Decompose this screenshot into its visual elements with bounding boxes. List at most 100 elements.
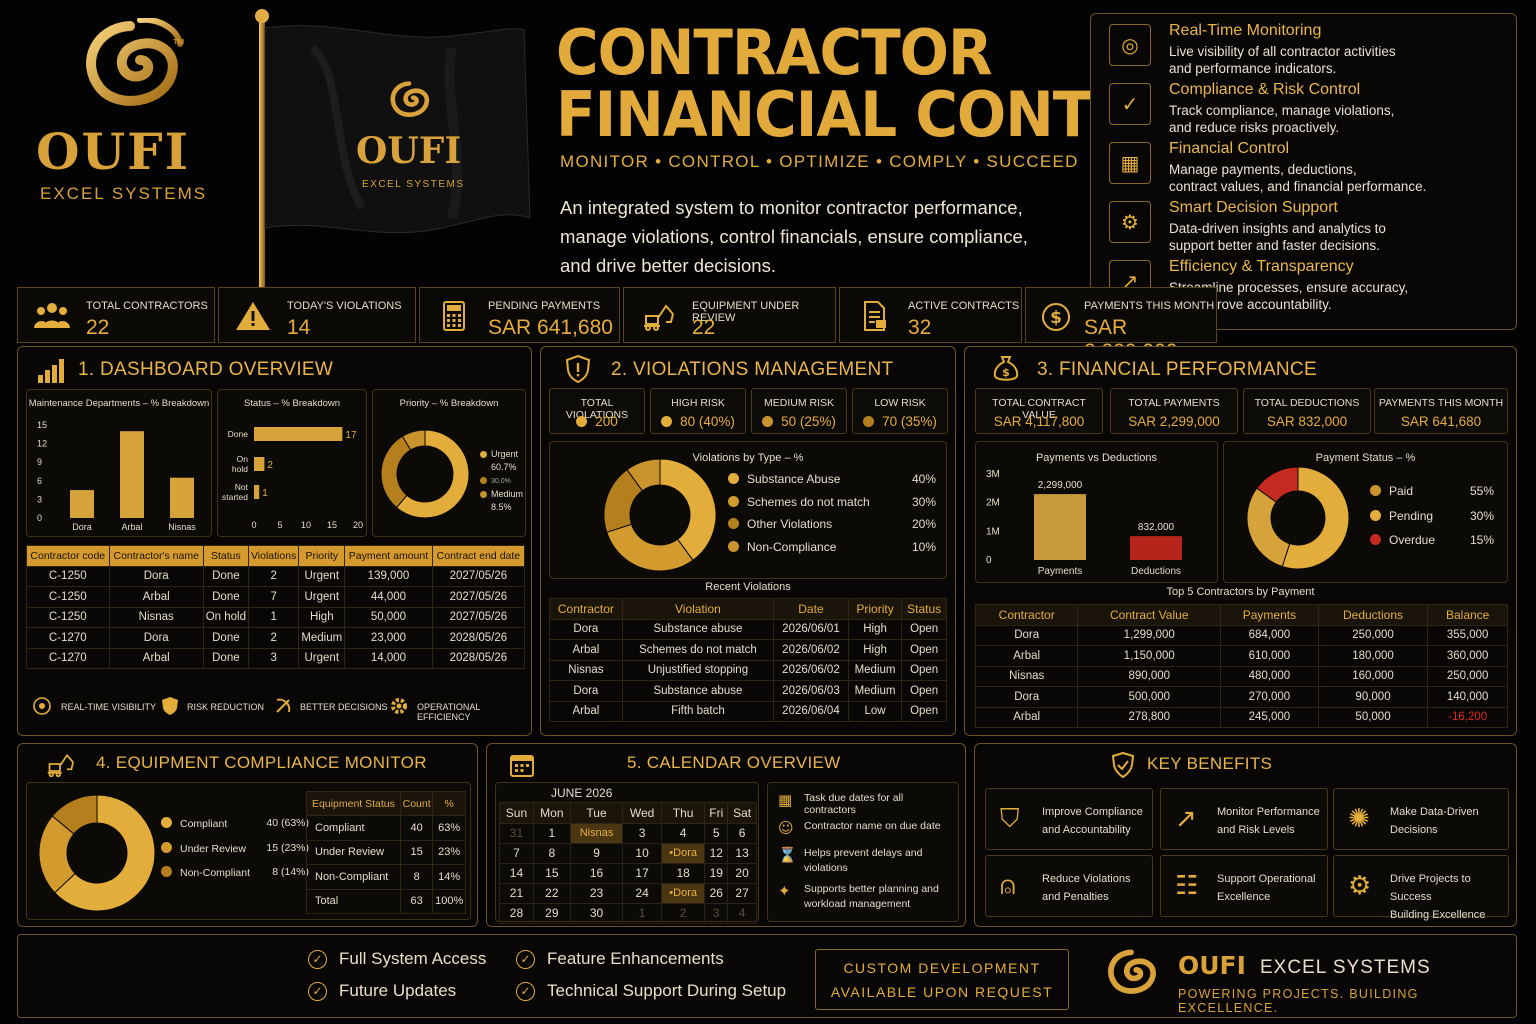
table-header[interactable]: Status (202, 545, 249, 567)
calendar-day[interactable]: 17 (622, 862, 662, 884)
table-header[interactable]: Contractor (549, 598, 623, 620)
table-row[interactable]: Arbal Fifth batch 2026/06/04 Low Open (549, 700, 947, 722)
calendar-day[interactable]: 14 (499, 862, 534, 884)
table-header[interactable]: Count (399, 791, 434, 816)
calendar-day[interactable]: 1 (532, 822, 571, 844)
benefit-text: Drive Projects to Success Building Excell… (1390, 870, 1508, 924)
flag-brand-sub: EXCEL SYSTEMS (362, 179, 465, 190)
table-row[interactable]: Dora Substance abuse 2026/06/03 Medium Open (549, 680, 947, 702)
calendar-day[interactable]: 7 (499, 842, 534, 864)
maint-bar (120, 431, 144, 518)
calendar-day[interactable]: 24 (622, 882, 662, 904)
benefit-card: ⍝ Reduce Violations and Penalties (985, 855, 1153, 917)
table-cell: 2026/06/04 (773, 700, 849, 722)
calendar-day[interactable]: 30 (569, 902, 624, 924)
table-header[interactable]: Violation (621, 598, 775, 620)
status-dot-icon (863, 416, 875, 427)
calendar-day[interactable]: 31 (499, 822, 534, 844)
calendar-day[interactable]: 5 (704, 822, 729, 844)
dashboard-title: 1. DASHBOARD OVERVIEW (78, 359, 334, 380)
table-cell: Urgent (298, 565, 346, 587)
table-row[interactable]: Dora Substance abuse 2026/06/01 High Open (549, 618, 947, 640)
table-header[interactable]: Status (901, 598, 947, 620)
calendar-day[interactable]: 27 (727, 882, 757, 904)
calendar-day[interactable]: 10 (622, 842, 662, 864)
table-row[interactable]: Compliant 40 63% (306, 815, 466, 841)
table-row[interactable]: Arbal 1,150,000 610,000 180,000 360,000 (974, 645, 1508, 667)
calendar-day[interactable]: 6 (727, 822, 757, 844)
feature-title: Smart Decision Support (1169, 199, 1338, 216)
table-header[interactable]: Contract Value (1077, 604, 1222, 626)
table-row[interactable]: C-1250 Arbal Done 7 Urgent 44,000 2027/05/26 (26, 586, 526, 608)
calendar-day[interactable]: 2 (660, 902, 706, 924)
calendar-day[interactable]: 16 (569, 862, 624, 884)
table-row[interactable]: Dora 500,000 270,000 90,000 140,000 (974, 686, 1508, 708)
calendar-day[interactable]: 13 (727, 842, 757, 864)
calendar-day[interactable]: 19 (704, 862, 729, 884)
table-row[interactable]: Arbal Schemes do not match 2026/06/02 High O… (549, 639, 947, 661)
table-header[interactable]: Contractor code (26, 545, 110, 567)
status-y-label: hold (232, 464, 248, 474)
calendar-day[interactable]: •Dora (660, 882, 706, 904)
benefit-card: ✺ Make Data-Driven Decisions (1333, 788, 1509, 850)
calendar-day[interactable]: 4 (660, 822, 706, 844)
calendar-day[interactable]: 9 (569, 842, 624, 864)
calendar-day[interactable]: 12 (704, 842, 729, 864)
calendar-day[interactable]: 8 (532, 842, 571, 864)
table-row[interactable]: Nisnas 890,000 480,000 160,000 250,000 (974, 665, 1508, 687)
calendar-day[interactable]: 28 (499, 902, 534, 924)
shield-check-icon (1111, 752, 1135, 778)
table-header[interactable]: % (432, 791, 466, 816)
desc-line2: manage violations, control financials, e… (560, 226, 1028, 247)
check-circle-icon: ✓ (516, 982, 535, 1001)
table-header[interactable]: Violations (247, 545, 300, 567)
calendar-day[interactable]: 4 (727, 902, 757, 924)
table-cell: 270,000 (1220, 686, 1319, 708)
calendar-day[interactable]: 1 (622, 902, 662, 924)
table-header[interactable]: Contract end date (431, 545, 526, 567)
recent-violations-table: Contractor Violation Date Priority Status Do… (549, 598, 947, 722)
calendar-day[interactable]: 21 (499, 882, 534, 904)
table-row[interactable]: Nisnas Unjustified stopping 2026/06/02 Medi… (549, 659, 947, 681)
table-row[interactable]: C-1270 Arbal Done 3 Urgent 14,000 2028/05/26 (26, 647, 526, 669)
calendar-day[interactable]: 15 (532, 862, 571, 884)
benefit-line2: Excellence (1217, 891, 1271, 903)
table-header[interactable]: Contractor's name (108, 545, 204, 567)
table-header[interactable]: Priority (847, 598, 903, 620)
table-header[interactable]: Priority (298, 545, 346, 567)
table-row[interactable]: Total 63 100% (306, 888, 466, 914)
table-cell: Dora (974, 624, 1079, 646)
flag-brand-name: OUFI (356, 130, 462, 172)
calendar-day[interactable]: 29 (532, 902, 571, 924)
table-row[interactable]: C-1250 Nisnas On hold 1 High 50,000 2027/05/26 (26, 606, 526, 628)
calendar-day[interactable]: 3 (622, 822, 662, 844)
table-row[interactable]: Under Review 15 23% (306, 839, 466, 865)
table-cell: Compliant (306, 815, 401, 841)
table-row[interactable]: C-1270 Dora Done 2 Medium 23,000 2028/05/26 (26, 627, 526, 649)
benefit-line1: Support Operational (1217, 873, 1316, 885)
payment-status-pct: 55% (1469, 484, 1494, 498)
excavator-icon (644, 304, 674, 331)
table-header[interactable]: Balance (1427, 604, 1508, 626)
calendar-day[interactable]: Nisnas (569, 822, 624, 844)
calendar-day[interactable]: 20 (727, 862, 757, 884)
table-header[interactable]: Deductions (1317, 604, 1429, 626)
table-row[interactable]: C-1250 Dora Done 2 Urgent 139,000 2027/05/26 (26, 565, 526, 587)
table-header[interactable]: Equipment Status (306, 791, 401, 816)
table-row[interactable]: Arbal 278,800 245,000 50,000 -16,200 (974, 706, 1508, 728)
table-header[interactable]: Contractor (974, 604, 1079, 626)
calendar-day[interactable]: 3 (704, 902, 729, 924)
calendar-day[interactable]: 26 (704, 882, 729, 904)
custom-dev-box[interactable]: CUSTOM DEVELOPMENT AVAILABLE UPON REQUES… (815, 949, 1069, 1010)
table-header[interactable]: Payments (1220, 604, 1319, 626)
maint-y-tick: 6 (37, 476, 42, 486)
calendar-day[interactable]: 23 (569, 882, 624, 904)
table-row[interactable]: Dora 1,299,000 684,000 250,000 355,000 (974, 624, 1508, 646)
pvd-x-label: Deductions (1131, 566, 1181, 577)
calendar-day[interactable]: 18 (660, 862, 706, 884)
table-header[interactable]: Date (773, 598, 849, 620)
calendar-day[interactable]: •Dora (660, 842, 706, 864)
table-header[interactable]: Payment amount (344, 545, 433, 567)
table-row[interactable]: Non-Compliant 8 14% (306, 864, 466, 890)
calendar-day[interactable]: 22 (532, 882, 571, 904)
